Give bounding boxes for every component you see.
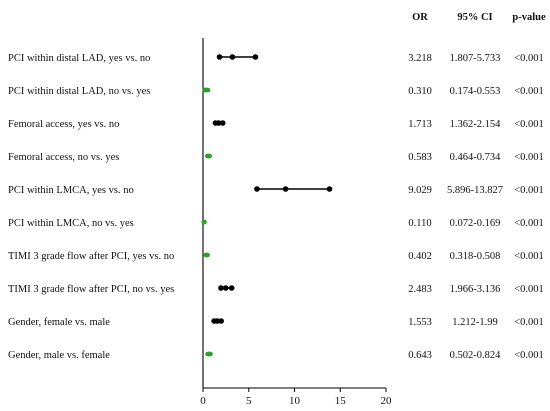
- or-value: 0.583: [408, 152, 432, 163]
- or-point: [201, 219, 207, 225]
- p-value: <0.001: [514, 185, 544, 196]
- forest-row: TIMI 3 grade flow after PCI, no vs. yes 2…: [8, 284, 544, 295]
- or-point: [205, 153, 211, 159]
- ci-upper-point: [252, 54, 259, 60]
- ci-lower-point: [218, 285, 224, 291]
- header-or: OR: [412, 12, 428, 23]
- or-point: [203, 87, 209, 93]
- ci-value: 1.212-1.99: [452, 317, 498, 328]
- or-point: [215, 120, 222, 126]
- x-tick-label: 15: [335, 395, 347, 407]
- row-label: PCI within distal LAD, no vs. yes: [8, 86, 150, 97]
- ci-upper-point: [218, 318, 225, 324]
- row-label: Femoral access, yes vs. no: [8, 119, 119, 130]
- forest-row: Femoral access, no vs. yes 0.583 0.464-0.7…: [8, 152, 544, 163]
- ci-upper-point: [326, 186, 333, 192]
- ci-lower-point: [254, 186, 260, 192]
- row-label: PCI within distal LAD, yes vs. no: [8, 53, 150, 64]
- forest-row: PCI within distal LAD, no vs. yes 0.310 0.…: [8, 86, 544, 97]
- ci-value: 0.174-0.553: [450, 86, 501, 97]
- x-tick-label: 0: [200, 395, 206, 407]
- ci-value: 0.464-0.734: [450, 152, 501, 163]
- or-point: [204, 252, 210, 258]
- x-tick-label: 5: [246, 395, 252, 407]
- p-value: <0.001: [514, 86, 544, 97]
- row-label: Gender, female vs. male: [8, 317, 110, 328]
- ci-value: 0.072-0.169: [450, 218, 501, 229]
- or-value: 0.643: [408, 350, 432, 361]
- forest-row: TIMI 3 grade flow after PCI, yes vs. no 0…: [8, 251, 544, 262]
- x-tick-label: 10: [289, 395, 301, 407]
- p-value: <0.001: [514, 152, 544, 163]
- or-point: [214, 318, 221, 324]
- ci-value: 1.807-5.733: [450, 53, 501, 64]
- header-ci: 95% CI: [457, 12, 492, 23]
- ci-value: 5.896-13.827: [447, 185, 503, 196]
- p-value: <0.001: [514, 350, 544, 361]
- ci-value: 1.966-3.136: [450, 284, 501, 295]
- or-value: 1.713: [408, 119, 432, 130]
- ci-lower-point: [216, 54, 223, 60]
- or-value: 3.218: [408, 53, 432, 64]
- or-value: 2.483: [408, 284, 432, 295]
- or-value: 1.553: [408, 317, 432, 328]
- row-label: PCI within LMCA, yes vs. no: [8, 185, 134, 196]
- forest-rows: PCI within distal LAD, yes vs. no 3.218 1.…: [8, 53, 544, 361]
- ci-upper-point: [228, 285, 235, 291]
- ci-upper-point: [219, 120, 226, 126]
- forest-row: PCI within LMCA, no vs. yes 0.110 0.072-0.…: [8, 218, 544, 229]
- ci-value: 0.502-0.824: [450, 350, 501, 361]
- row-label: TIMI 3 grade flow after PCI, no vs. yes: [8, 284, 174, 295]
- row-label: Gender, male vs. female: [8, 350, 110, 361]
- row-label: TIMI 3 grade flow after PCI, yes vs. no: [8, 251, 174, 262]
- row-label: Femoral access, no vs. yes: [8, 152, 119, 163]
- p-value: <0.001: [514, 119, 544, 130]
- or-point: [282, 186, 289, 192]
- forest-row: PCI within distal LAD, yes vs. no 3.218 1.…: [8, 53, 544, 64]
- or-value: 0.110: [408, 218, 431, 229]
- forest-row: Gender, female vs. male 1.553 1.212-1.99 <0…: [8, 317, 544, 328]
- forest-row: Gender, male vs. female 0.643 0.502-0.824 <…: [8, 350, 544, 361]
- p-value: <0.001: [514, 284, 544, 295]
- or-value: 9.029: [408, 185, 432, 196]
- or-point: [206, 351, 212, 357]
- forest-row: PCI within LMCA, yes vs. no 9.029 5.896-13…: [8, 185, 544, 196]
- ci-value: 0.318-0.508: [450, 251, 501, 262]
- or-point: [229, 54, 236, 60]
- p-value: <0.001: [514, 251, 544, 262]
- ci-value: 1.362-2.154: [450, 119, 501, 130]
- or-point: [222, 285, 229, 291]
- or-value: 0.310: [408, 86, 432, 97]
- header-p-value: p-value: [512, 12, 546, 23]
- or-value: 0.402: [408, 251, 432, 262]
- x-axis: 0 5 10 15 20: [200, 38, 392, 407]
- p-value: <0.001: [514, 53, 544, 64]
- x-tick-label: 20: [381, 395, 393, 407]
- p-value: <0.001: [514, 218, 544, 229]
- row-label: PCI within LMCA, no vs. yes: [8, 218, 134, 229]
- forest-row: Femoral access, yes vs. no 1.713 1.362-2.1…: [8, 119, 544, 130]
- p-value: <0.001: [514, 317, 544, 328]
